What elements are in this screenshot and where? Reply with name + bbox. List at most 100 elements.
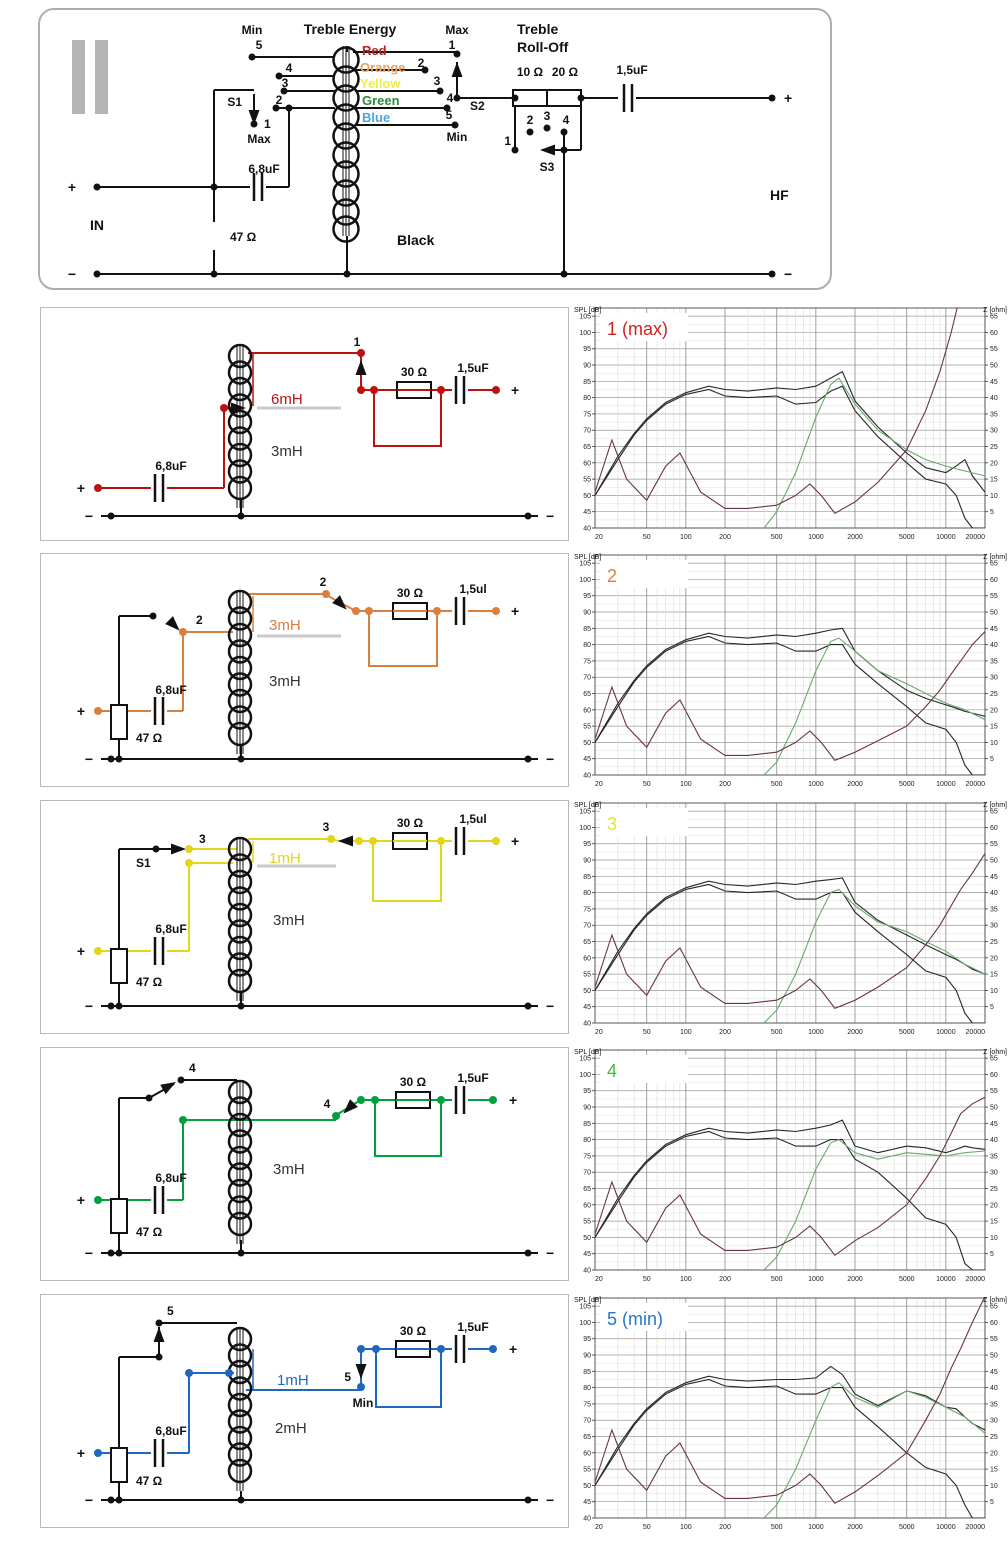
svg-text:2000: 2000 — [847, 1029, 863, 1036]
svg-text:45: 45 — [990, 1121, 998, 1128]
treble-energy-title: Treble Energy — [304, 21, 397, 37]
svg-text:20000: 20000 — [966, 781, 986, 788]
svg-text:1000: 1000 — [808, 1029, 824, 1036]
row3-coil-bottom-label: 3mH — [273, 912, 305, 929]
row1-output-capacitor — [454, 374, 466, 406]
svg-text:60: 60 — [583, 955, 591, 962]
svg-text:35: 35 — [990, 1153, 998, 1160]
chart-svg: 40 45 50 55 60 65 70 75 80 85 90 95 100 105 5 10 15 20 25 3… — [573, 547, 1008, 793]
svg-text:25: 25 — [990, 691, 998, 698]
row5-switch-arrow-icon — [153, 1327, 165, 1342]
master-20ohm-resistor — [546, 89, 582, 107]
svg-text:500: 500 — [771, 534, 783, 541]
row2-r-shunt-label: 47 Ω — [136, 731, 163, 745]
variant-panel-1: 6,8uF 1 6mH 3mH 30 Ω 1,5uF + + − − — [40, 307, 569, 541]
svg-text:2: 2 — [607, 566, 617, 586]
svg-text:100: 100 — [680, 1029, 692, 1036]
svg-text:40: 40 — [583, 526, 591, 533]
svg-text:Z [ohm]: Z [ohm] — [983, 1297, 1007, 1304]
black-label: Black — [397, 232, 435, 248]
row3-plus-in: + — [77, 943, 85, 959]
svg-text:90: 90 — [583, 1353, 591, 1360]
row1-cap-in-label: 6,8uF — [155, 459, 186, 473]
left-tap3-label: 3 — [282, 76, 289, 90]
svg-text:55: 55 — [583, 1219, 591, 1226]
row5-min-label: Min — [353, 1396, 374, 1410]
svg-text:20: 20 — [990, 1450, 998, 1457]
svg-text:100: 100 — [680, 534, 692, 541]
svg-text:25: 25 — [990, 939, 998, 946]
svg-text:15: 15 — [990, 972, 998, 979]
svg-text:3: 3 — [607, 814, 617, 834]
chart-1-max: 40 45 50 55 60 65 70 75 80 85 90 95 100 105 5 10 15 20 25 3… — [573, 300, 1008, 546]
master-wires — [97, 46, 772, 275]
svg-text:500: 500 — [771, 781, 783, 788]
svg-text:30: 30 — [990, 675, 998, 682]
row3-input-capacitor — [153, 935, 165, 967]
row2-cap-out-label: 1,5ul — [459, 582, 486, 596]
svg-text:5: 5 — [990, 1499, 994, 1506]
svg-text:4: 4 — [607, 1061, 617, 1081]
row3-tap-arrow-icon — [338, 835, 353, 847]
row1-plus-out: + — [511, 382, 519, 398]
svg-text:15: 15 — [990, 477, 998, 484]
svg-text:45: 45 — [990, 874, 998, 881]
chart-3: 40 45 50 55 60 65 70 75 80 85 90 95 100 105 5 10 15 20 25 3… — [573, 795, 1008, 1041]
svg-text:75: 75 — [583, 411, 591, 418]
tap-color-blue: Blue — [362, 110, 390, 125]
svg-text:10: 10 — [990, 1235, 998, 1242]
plus-in-label: + — [68, 179, 76, 195]
row2-plus-out: + — [511, 603, 519, 619]
svg-text:60: 60 — [990, 330, 998, 337]
svg-text:20000: 20000 — [966, 1029, 986, 1036]
row5-tap-arrow-icon — [355, 1364, 367, 1379]
svg-text:35: 35 — [990, 1401, 998, 1408]
row4-input-capacitor — [153, 1184, 165, 1216]
row1-coil-bottom-label: 3mH — [271, 443, 303, 460]
variant-4-schematic: 6,8uF 4 4 3mH 47 Ω 30 Ω 1,5uF + + − − — [77, 1061, 554, 1261]
hf-label: HF — [770, 187, 789, 203]
svg-text:200: 200 — [719, 781, 731, 788]
master-output-capacitor — [622, 82, 634, 114]
row3-switch-arrow-icon — [171, 843, 186, 855]
chart-2: 40 45 50 55 60 65 70 75 80 85 90 95 100 105 5 10 15 20 25 3… — [573, 547, 1008, 793]
row1-switch-arrow-icon — [355, 360, 367, 375]
row5-num-right: 5 — [344, 1370, 351, 1384]
svg-text:5000: 5000 — [899, 1276, 915, 1283]
svg-text:70: 70 — [583, 1418, 591, 1425]
svg-text:90: 90 — [583, 1105, 591, 1112]
svg-text:55: 55 — [583, 1467, 591, 1474]
row5-plus-out: + — [509, 1341, 517, 1357]
chart-svg: 40 45 50 55 60 65 70 75 80 85 90 95 100 105 5 10 15 20 25 3… — [573, 1042, 1008, 1288]
row4-switch-arrow-icon — [160, 1077, 179, 1095]
svg-text:10000: 10000 — [936, 1276, 956, 1283]
svg-text:100: 100 — [579, 1072, 591, 1079]
svg-text:55: 55 — [583, 477, 591, 484]
svg-text:1000: 1000 — [808, 1276, 824, 1283]
svg-text:100: 100 — [680, 781, 692, 788]
svg-text:50: 50 — [583, 1483, 591, 1490]
svg-text:105: 105 — [579, 314, 591, 321]
svg-text:25: 25 — [990, 1186, 998, 1193]
row5-output-capacitor — [454, 1333, 466, 1365]
svg-text:2000: 2000 — [847, 781, 863, 788]
svg-text:45: 45 — [583, 1499, 591, 1506]
variant-panel-5: 5 6,8uF 5 Min 1mH 2mH 47 Ω 30 Ω 1,5uF + … — [40, 1294, 569, 1528]
svg-text:100: 100 — [579, 825, 591, 832]
row2-minus-out: − — [546, 751, 554, 767]
tap5-top-label: 5 — [256, 38, 263, 52]
svg-text:55: 55 — [990, 841, 998, 848]
row4-r-par-label: 30 Ω — [400, 1075, 427, 1089]
minus-out-label: − — [784, 266, 792, 282]
svg-text:30: 30 — [990, 428, 998, 435]
svg-text:105: 105 — [579, 809, 591, 816]
svg-text:45: 45 — [583, 509, 591, 516]
svg-text:45: 45 — [990, 626, 998, 633]
svg-text:65: 65 — [583, 1186, 591, 1193]
max-top-label: Max — [445, 23, 469, 37]
svg-text:75: 75 — [583, 1401, 591, 1408]
row5-plus-in: + — [77, 1445, 85, 1461]
svg-text:65: 65 — [583, 939, 591, 946]
s3-pos1-label: 1 — [504, 134, 511, 148]
svg-text:50: 50 — [990, 363, 998, 370]
